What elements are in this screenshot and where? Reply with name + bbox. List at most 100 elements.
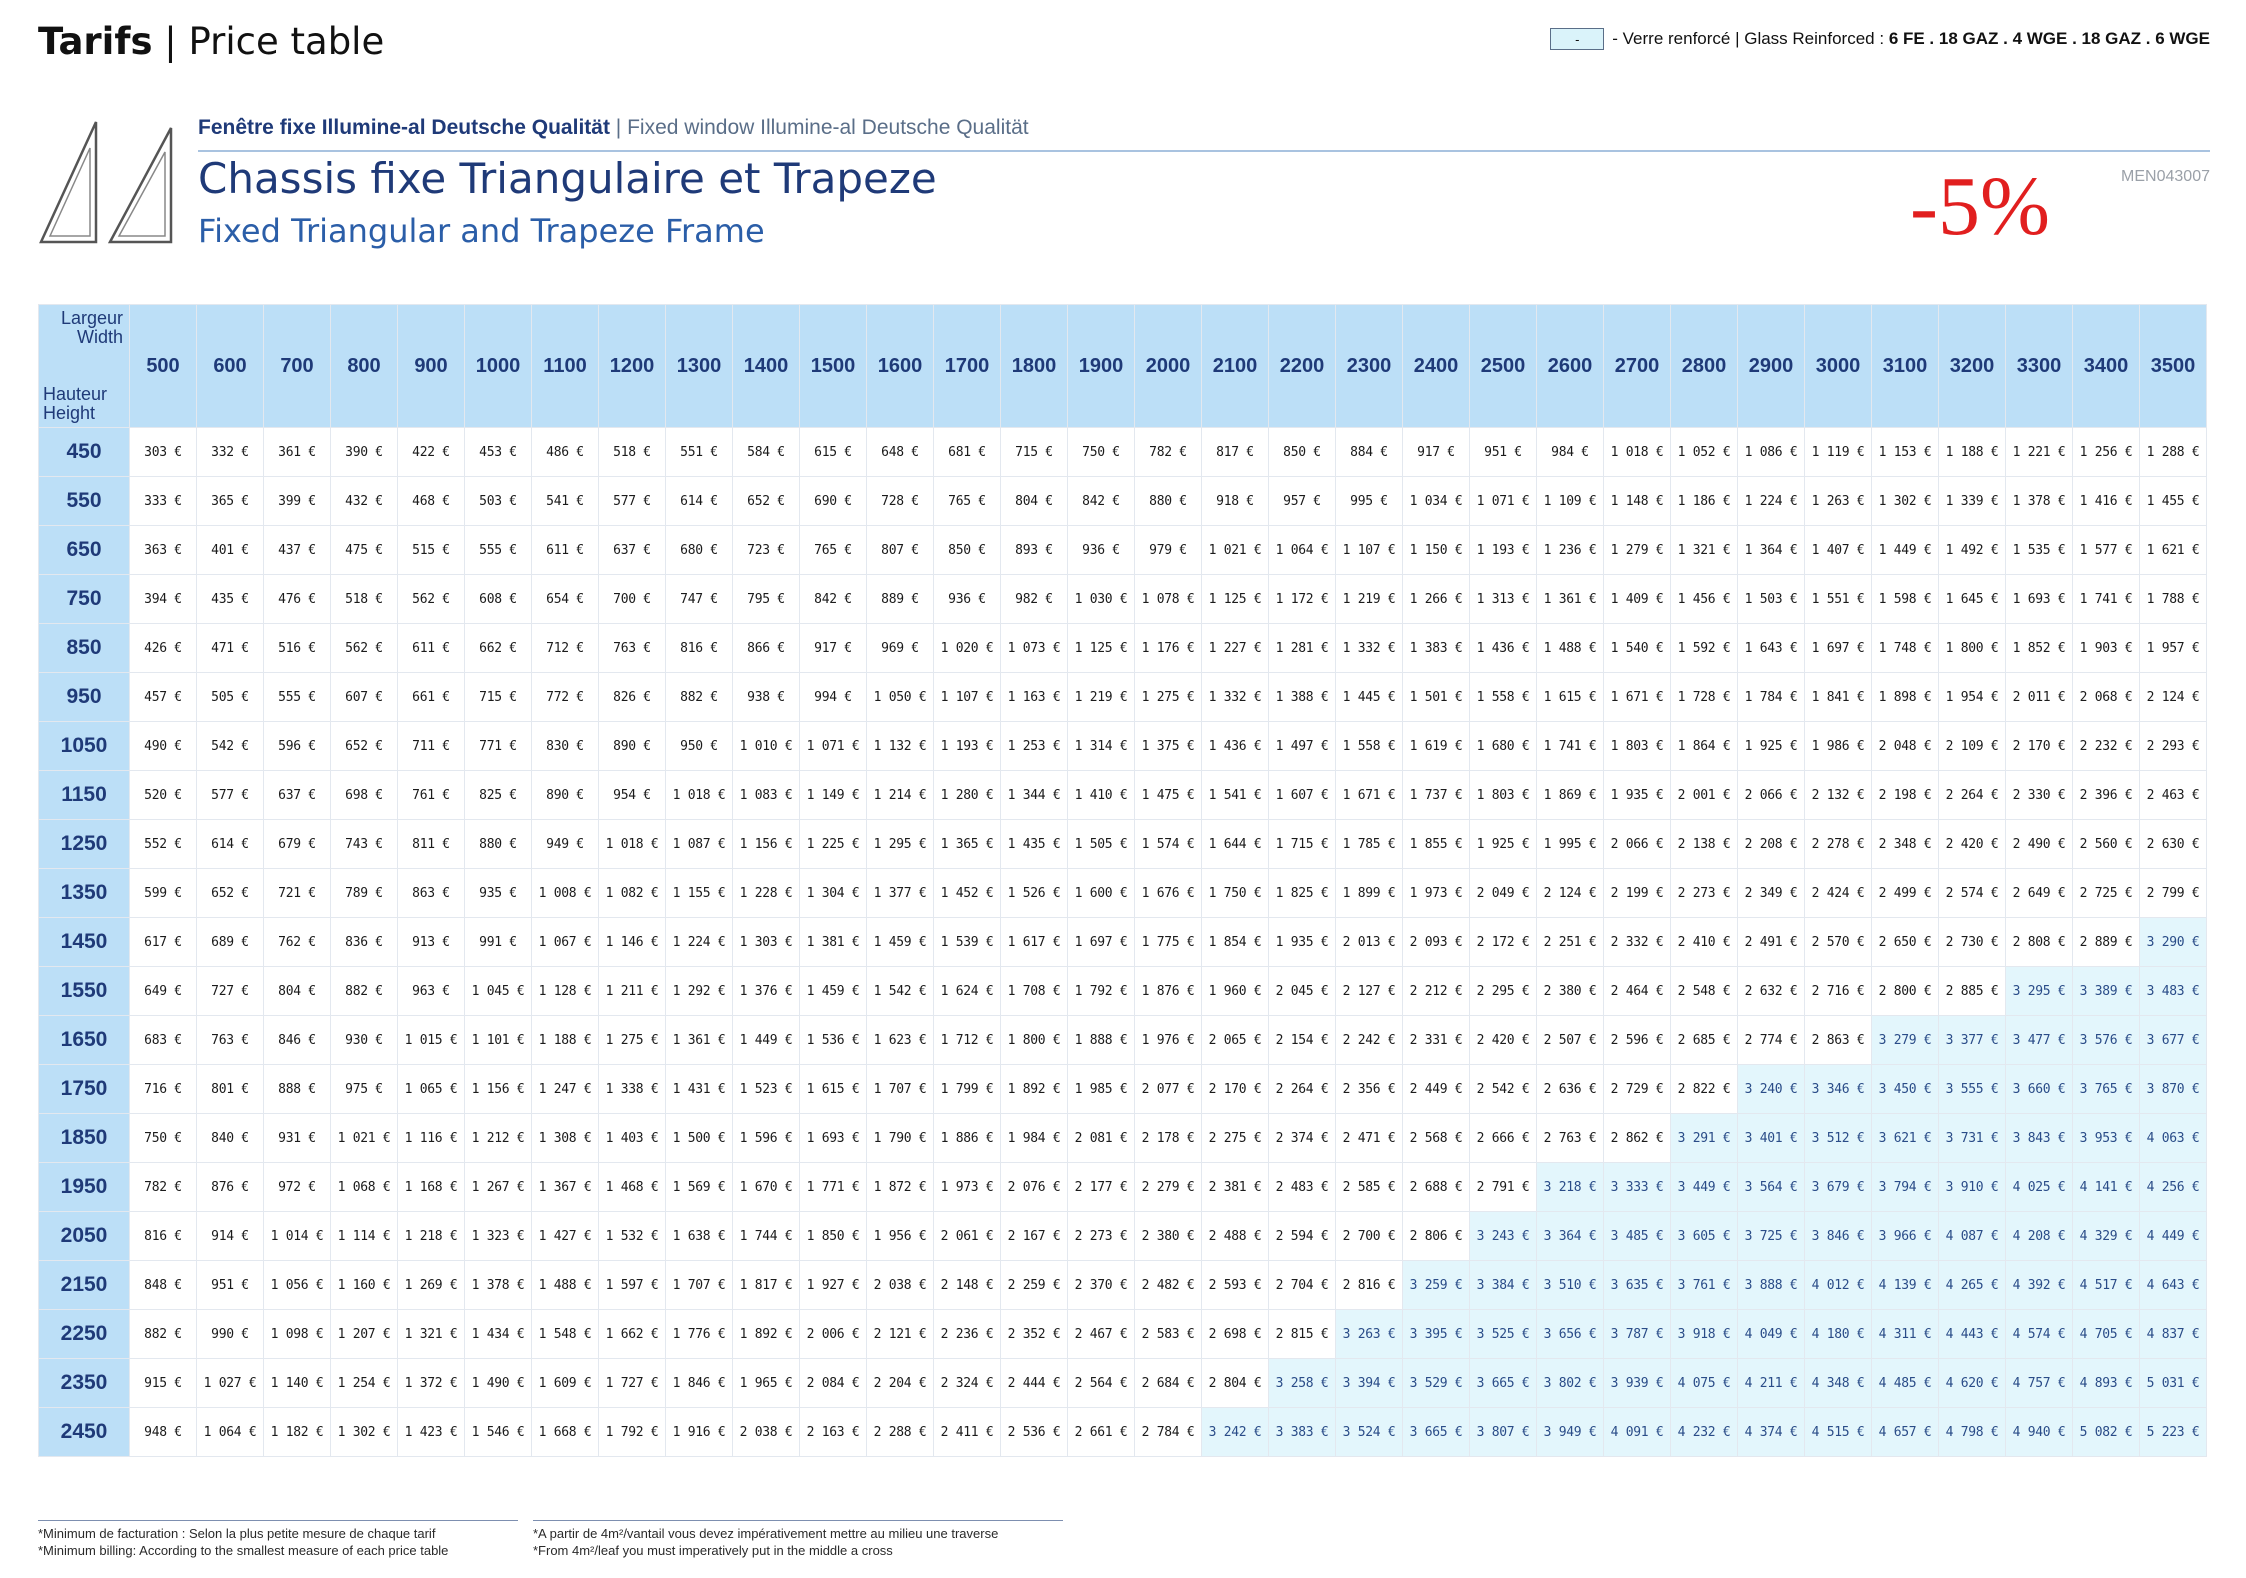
price-cell: 1 855 € xyxy=(1402,819,1470,869)
price-cell: 715 € xyxy=(1000,427,1068,477)
price-cell: 1 455 € xyxy=(2139,476,2207,526)
price-cell: 1 748 € xyxy=(1871,623,1939,673)
price-cell: 1 125 € xyxy=(1201,574,1269,624)
price-cell: 840 € xyxy=(196,1113,264,1163)
price-cell: 1 671 € xyxy=(1335,770,1403,820)
price-cell: 1 377 € xyxy=(866,868,934,918)
price-cell: 4 012 € xyxy=(1804,1260,1872,1310)
price-cell: 1 266 € xyxy=(1402,574,1470,624)
price-cell: 3 346 € xyxy=(1804,1064,1872,1114)
price-cell: 2 411 € xyxy=(933,1407,1001,1457)
table-row: 1450 617 €689 €762 €836 €913 €991 €1 067 … xyxy=(38,917,2207,967)
price-cell: 712 € xyxy=(531,623,599,673)
price-cell: 1 728 € xyxy=(1670,672,1738,722)
height-header: 1050 xyxy=(38,721,130,771)
price-cell: 2 381 € xyxy=(1201,1162,1269,1212)
price-cell: 2 204 € xyxy=(866,1358,934,1408)
price-cell: 1 850 € xyxy=(799,1211,867,1261)
height-header: 550 xyxy=(38,476,130,526)
width-header: 3100 xyxy=(1871,304,1939,428)
price-cell: 963 € xyxy=(397,966,465,1016)
price-cell: 2 684 € xyxy=(1134,1358,1202,1408)
price-cell: 1 378 € xyxy=(464,1260,532,1310)
price-cell: 2 716 € xyxy=(1804,966,1872,1016)
price-cell: 2 548 € xyxy=(1670,966,1738,1016)
price-cell: 361 € xyxy=(263,427,331,477)
width-header: 800 xyxy=(330,304,398,428)
price-cell: 1 214 € xyxy=(866,770,934,820)
price-cell: 1 027 € xyxy=(196,1358,264,1408)
price-cell: 1 541 € xyxy=(1201,770,1269,820)
price-cell: 4 940 € xyxy=(2005,1407,2073,1457)
price-cell: 518 € xyxy=(598,427,666,477)
price-cell: 772 € xyxy=(531,672,599,722)
price-cell: 394 € xyxy=(129,574,197,624)
price-cell: 2 815 € xyxy=(1268,1309,1336,1359)
price-cell: 1 569 € xyxy=(665,1162,733,1212)
price-cell: 1 361 € xyxy=(1536,574,1604,624)
height-header: 1950 xyxy=(38,1162,130,1212)
price-cell: 915 € xyxy=(129,1358,197,1408)
price-cell: 2 065 € xyxy=(1201,1015,1269,1065)
price-cell: 1 149 € xyxy=(799,770,867,820)
price-cell: 1 935 € xyxy=(1603,770,1671,820)
price-cell: 930 € xyxy=(330,1015,398,1065)
price-cell: 611 € xyxy=(397,623,465,673)
price-cell: 3 384 € xyxy=(1469,1260,1537,1310)
price-cell: 972 € xyxy=(263,1162,331,1212)
price-cell: 1 619 € xyxy=(1402,721,1470,771)
price-cell: 3 290 € xyxy=(2139,917,2207,967)
price-cell: 826 € xyxy=(598,672,666,722)
price-cell: 1 281 € xyxy=(1268,623,1336,673)
price-cell: 1 403 € xyxy=(598,1113,666,1163)
price-cell: 2 410 € xyxy=(1670,917,1738,967)
price-cell: 1 156 € xyxy=(464,1064,532,1114)
table-row: 1750 716 €801 €888 €975 €1 065 €1 156 €1 … xyxy=(38,1064,2207,1114)
price-cell: 3 846 € xyxy=(1804,1211,1872,1261)
price-cell: 1 792 € xyxy=(598,1407,666,1457)
corner-height: Height xyxy=(43,403,96,423)
price-cell: 3 529 € xyxy=(1402,1358,1470,1408)
price-cell: 1 236 € xyxy=(1536,525,1604,575)
price-cell: 1 146 € xyxy=(598,917,666,967)
price-cell: 1 935 € xyxy=(1268,917,1336,967)
price-cell: 2 444 € xyxy=(1000,1358,1068,1408)
price-cell: 1 168 € xyxy=(397,1162,465,1212)
price-cell: 4 757 € xyxy=(2005,1358,2073,1408)
table-row: 1150 520 €577 €637 €698 €761 €825 €890 €9… xyxy=(38,770,2207,820)
price-cell: 2 704 € xyxy=(1268,1260,1336,1310)
width-header: 600 xyxy=(196,304,264,428)
price-cell: 1 182 € xyxy=(263,1407,331,1457)
price-cell: 3 524 € xyxy=(1335,1407,1403,1457)
price-cell: 3 787 € xyxy=(1603,1309,1671,1359)
price-cell: 1 107 € xyxy=(1335,525,1403,575)
table-corner: Largeur Width Hauteur Height xyxy=(38,304,130,428)
header-title-rest: | Price table xyxy=(164,20,385,63)
price-cell: 1 365 € xyxy=(933,819,1001,869)
width-header: 3300 xyxy=(2005,304,2073,428)
price-cell: 2 593 € xyxy=(1201,1260,1269,1310)
price-cell: 1 985 € xyxy=(1067,1064,1135,1114)
price-cell: 1 623 € xyxy=(866,1015,934,1065)
price-cell: 2 380 € xyxy=(1134,1211,1202,1261)
price-cell: 4 211 € xyxy=(1737,1358,1805,1408)
price-cell: 1 785 € xyxy=(1335,819,1403,869)
price-cell: 2 093 € xyxy=(1402,917,1470,967)
price-cell: 4 374 € xyxy=(1737,1407,1805,1457)
price-cell: 2 729 € xyxy=(1603,1064,1671,1114)
price-cell: 1 615 € xyxy=(1536,672,1604,722)
price-cell: 520 € xyxy=(129,770,197,820)
price-cell: 1 364 € xyxy=(1737,525,1805,575)
price-cell: 435 € xyxy=(196,574,264,624)
price-cell: 2 730 € xyxy=(1938,917,2006,967)
price-cell: 1 018 € xyxy=(1603,427,1671,477)
header-title-bold: Tarifs xyxy=(38,20,153,63)
price-cell: 3 725 € xyxy=(1737,1211,1805,1261)
price-cell: 2 077 € xyxy=(1134,1064,1202,1114)
price-cell: 1 176 € xyxy=(1134,623,1202,673)
price-cell: 1 526 € xyxy=(1000,868,1068,918)
price-cell: 771 € xyxy=(464,721,532,771)
price-cell: 2 288 € xyxy=(866,1407,934,1457)
price-cell: 2 574 € xyxy=(1938,868,2006,918)
price-cell: 3 449 € xyxy=(1670,1162,1738,1212)
